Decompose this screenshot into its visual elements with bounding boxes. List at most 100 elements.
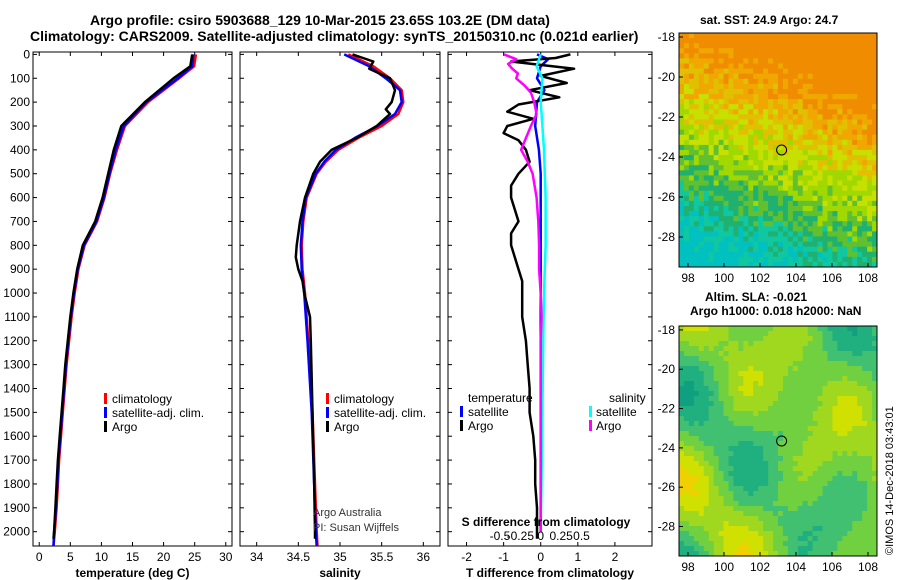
sla-map-cell [827, 531, 833, 537]
sst-map-cell [807, 94, 814, 100]
sst-map-cell [698, 185, 705, 192]
sst-map-cell [802, 175, 809, 181]
sla-map-cell [847, 366, 853, 372]
sla-map-cell [753, 476, 759, 482]
sst-map-cell [822, 251, 828, 258]
sst-map-cell [837, 83, 843, 90]
sst-map-cell [723, 175, 729, 181]
sla-map-cell [693, 401, 700, 407]
sla-map-cell [782, 346, 789, 352]
sla-map-cell [748, 461, 754, 467]
sla-map-cell [773, 406, 779, 412]
sla-map-cell [862, 346, 868, 352]
sla-map-cell [802, 501, 809, 507]
sla-map-cell [862, 326, 868, 332]
sla-map-cell [693, 326, 700, 332]
sla-map-cell [867, 326, 873, 332]
sla-map-cell [703, 366, 710, 372]
sst-map-cell [852, 205, 858, 212]
sst-map-cell [832, 139, 838, 146]
sst-map-cell [792, 180, 799, 187]
sla-map-cell [847, 501, 853, 507]
sla-map-cell [842, 516, 848, 522]
sst-map-cell [713, 48, 719, 54]
sst-map-cell [842, 160, 848, 166]
sst-map-cell [743, 73, 749, 80]
sla-map-cell [857, 536, 863, 542]
sst-map-cell [822, 114, 828, 120]
sla-map-cell [698, 476, 705, 482]
sst-map-cell [787, 53, 794, 59]
sla-map-cell [683, 476, 690, 482]
sst-map-cell [688, 114, 695, 120]
sst-map-cell [753, 63, 759, 70]
sla-map-lon-label: 108 [858, 560, 878, 574]
sst-map-cell [768, 68, 774, 75]
sal-series-argo [294, 53, 397, 539]
sst-map-cell [872, 160, 878, 166]
sst-map-cell [797, 170, 804, 176]
sla-map-cell [683, 396, 690, 402]
sst-map-cell [787, 83, 794, 90]
sla-map-cell [782, 461, 789, 467]
sla-map-cell [693, 386, 700, 392]
sst-map-cell [718, 94, 724, 100]
sst-map-cell [768, 99, 774, 105]
sla-map-cell [763, 406, 769, 412]
sla-map-cell [797, 436, 804, 442]
sst-map-cell [802, 190, 809, 197]
sla-map-cell [847, 331, 853, 337]
sst-map-cell [698, 251, 705, 258]
sst-map-cell [768, 200, 774, 207]
sla-map-cell [807, 396, 814, 402]
sst-map-cell [847, 226, 853, 232]
sla-map-cell [812, 386, 818, 392]
sst-map-cell [847, 231, 853, 237]
sst-map-cell [683, 129, 690, 136]
sla-map-cell [867, 416, 873, 422]
sla-map-cell [723, 446, 729, 452]
sst-map-cell [708, 160, 715, 166]
sst-map-cell [872, 241, 878, 248]
sla-map-cell [817, 426, 823, 432]
sla-map-cell [708, 431, 715, 437]
sst-map-cell [758, 73, 764, 80]
sla-map-cell [758, 336, 764, 342]
sla-map-cell [753, 366, 759, 372]
sst-map-cell [748, 139, 754, 146]
sla-map-cell [758, 346, 764, 352]
sst-map-cell [837, 185, 843, 192]
sst-map-cell [748, 114, 754, 120]
sla-map-cell [852, 471, 858, 477]
sst-map-cell [797, 256, 804, 263]
sla-map-cell [812, 391, 818, 397]
sst-map-cell [862, 175, 868, 181]
sst-map-cell [728, 114, 734, 120]
sst-map-cell [723, 99, 729, 105]
sst-map-cell [782, 211, 789, 217]
sla-map-cell [802, 386, 809, 392]
sst-map-cell [837, 165, 843, 171]
sla-map-cell [782, 331, 789, 337]
sla-map-cell [723, 431, 729, 437]
sla-map-cells [679, 326, 878, 557]
sla-map-cell [753, 426, 759, 432]
sla-map-cell [718, 386, 724, 392]
sst-map-cell [792, 190, 799, 197]
sst-map-cell [782, 170, 789, 176]
sst-map-cell [792, 150, 799, 156]
sla-map-cell [802, 461, 809, 467]
sst-map-cell [743, 68, 749, 75]
sst-map-cell [728, 205, 734, 212]
sst-map-cell [708, 88, 715, 95]
sst-map-cell [698, 200, 705, 207]
sla-map-cell [822, 406, 828, 412]
sla-map-cell [698, 391, 705, 397]
sla-map-cell [758, 361, 764, 367]
sla-map-cell [773, 461, 779, 467]
sst-map-cell [857, 109, 863, 115]
sla-map-cell [832, 431, 838, 437]
sst-map-cell [753, 53, 759, 59]
sst-map-cell [778, 78, 784, 85]
sst-map-cell [837, 236, 843, 242]
